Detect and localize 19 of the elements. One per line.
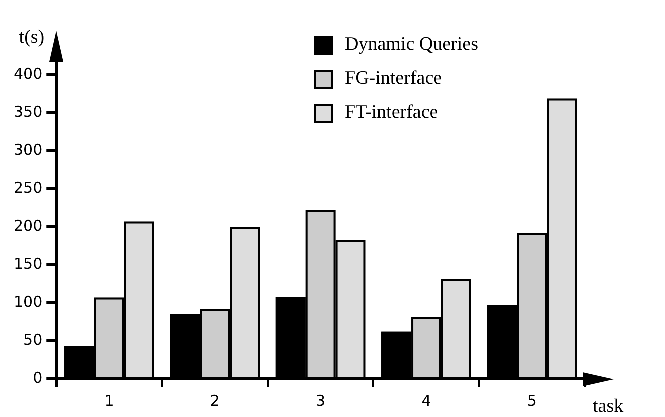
legend-label: FT-interface — [345, 102, 438, 123]
x-tick-label: 5 — [527, 392, 537, 410]
x-axis-title: task — [593, 396, 624, 417]
legend-label: Dynamic Queries — [345, 34, 478, 55]
y-tick-label: 250 — [14, 179, 43, 198]
legend-label: FG-interface — [345, 68, 442, 89]
y-tick-label: 100 — [14, 292, 43, 311]
y-axis-title: t(s) — [19, 26, 45, 48]
y-tick-label: 350 — [14, 103, 43, 122]
y-tick-label: 300 — [14, 141, 43, 160]
y-tick-label: 0 — [33, 368, 43, 387]
x-tick-label: 4 — [422, 392, 432, 410]
y-tick-label: 150 — [14, 254, 43, 273]
y-tick-label: 400 — [14, 65, 43, 84]
y-tick-label: 200 — [14, 216, 43, 235]
x-tick-label: 1 — [104, 392, 114, 410]
x-tick-label: 2 — [210, 392, 220, 410]
y-tick-label: 50 — [24, 330, 43, 349]
x-tick-label: 3 — [316, 392, 326, 410]
